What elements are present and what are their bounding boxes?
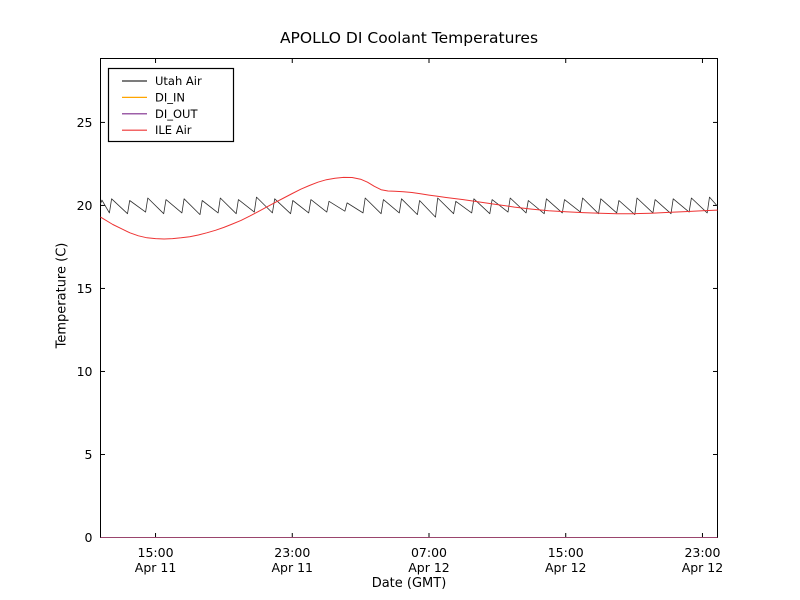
y-tick-label: 20 — [77, 198, 93, 213]
x-axis-label: Date (GMT) — [371, 576, 447, 591]
x-tick-label-time: 15:00 — [138, 545, 174, 560]
x-tick-label-time: 15:00 — [548, 545, 584, 560]
x-tick-label-date: Apr 11 — [135, 560, 177, 575]
chart-title: APOLLO DI Coolant Temperatures — [279, 29, 539, 47]
y-tick-label: 10 — [77, 364, 93, 379]
x-tick-label-date: Apr 11 — [272, 560, 314, 575]
x-tick-label-time: 23:00 — [684, 545, 720, 560]
series-line-utah-air — [100, 196, 718, 218]
y-tick-label: 15 — [77, 281, 93, 296]
legend-label-di-out: DI_OUT — [155, 107, 198, 121]
y-tick-label: 0 — [85, 530, 93, 545]
x-tick-label-time: 23:00 — [274, 545, 310, 560]
y-tick-label: 25 — [77, 115, 93, 130]
legend-label-utah-air: Utah Air — [155, 74, 202, 88]
legend-label-ile-air: ILE Air — [155, 123, 192, 137]
x-tick-label-time: 07:00 — [411, 545, 447, 560]
series-line-ile-air — [100, 176, 718, 240]
legend: Utah Air DI_IN DI_OUT ILE Air — [107, 67, 235, 143]
x-tick-label-date: Apr 12 — [408, 560, 450, 575]
legend-label-di-in: DI_IN — [155, 90, 185, 104]
x-tick-label-date: Apr 12 — [545, 560, 587, 575]
y-tick-label: 5 — [85, 447, 93, 462]
x-tick-label-date: Apr 12 — [682, 560, 724, 575]
